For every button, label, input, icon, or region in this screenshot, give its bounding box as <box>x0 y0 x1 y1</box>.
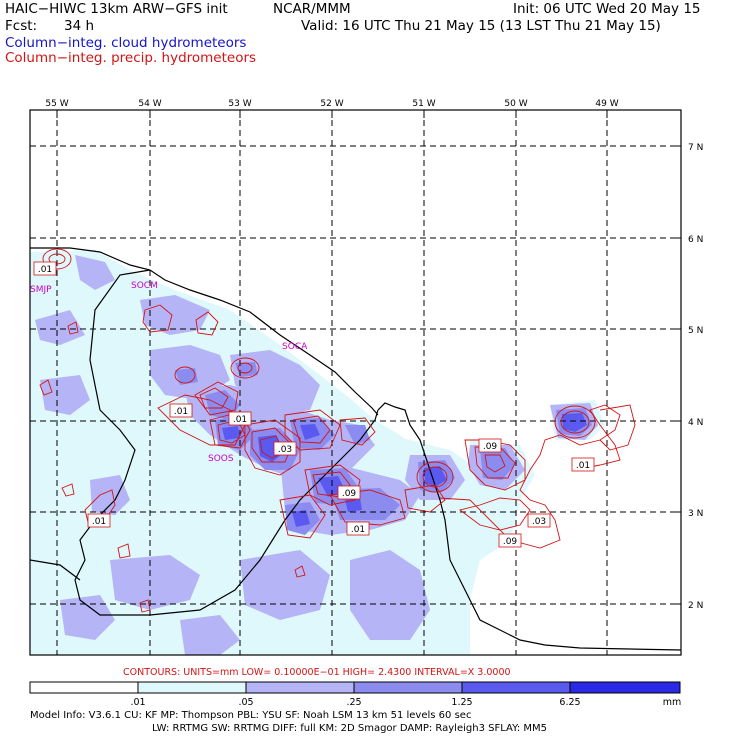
precip-contours <box>39 248 636 613</box>
contour-label: .03 <box>527 513 551 528</box>
model-info-line2: LW: RRTMG SW: RRTMG DIFF: full KM: 2D Sm… <box>152 723 548 734</box>
contour-label: .01 <box>169 403 193 418</box>
lon-label: 51 W <box>412 99 435 109</box>
svg-text:.09: .09 <box>483 442 498 452</box>
svg-text:.01: .01 <box>233 415 247 425</box>
lon-label: 53 W <box>228 99 251 109</box>
lon-label: 49 W <box>595 99 618 109</box>
organization: NCAR/MMM <box>273 1 351 17</box>
colorbar-tick-label: 1.25 <box>451 697 472 708</box>
contour-label: .09 <box>478 438 502 453</box>
shaded-field <box>30 250 605 655</box>
forecast-hour: 34 h <box>64 18 95 34</box>
lat-labels: 7 N 6 N 5 N 4 N 3 N 2 N <box>688 143 703 611</box>
coastlines <box>30 247 681 651</box>
svg-text:.01: .01 <box>351 525 365 535</box>
contour-label: .03 <box>273 441 297 456</box>
lat-label: 7 N <box>688 143 703 153</box>
field-precip-legend: Column−integ. precip. hydrometeors <box>5 50 257 66</box>
station-soca: SOCA <box>282 342 308 352</box>
model-info-line1: Model Info: V3.6.1 CU: KF MP: Thompson P… <box>30 710 472 721</box>
lon-label: 55 W <box>45 99 68 109</box>
field-cloud-legend: Column−integ. cloud hydrometeors <box>5 35 247 51</box>
axis-ticks <box>56 110 681 605</box>
lon-labels: 55 W 54 W 53 W 52 W 51 W 50 W 49 W <box>45 99 618 109</box>
svg-text:.01: .01 <box>38 265 52 275</box>
svg-text:.09: .09 <box>342 489 357 499</box>
colorbar-tick-label: .25 <box>346 697 361 708</box>
latlon-grid <box>30 110 681 655</box>
svg-text:.01: .01 <box>174 407 188 417</box>
contour-label: .01 <box>228 411 252 426</box>
lat-label: 3 N <box>688 509 703 519</box>
contour-label: .01 <box>87 513 111 528</box>
contour-label: .01 <box>33 261 57 276</box>
model-title: HAIC−HIWC 13km ARW−GFS init <box>5 1 228 17</box>
svg-text:.01: .01 <box>92 517 106 527</box>
contour-info: CONTOURS: UNITS=mm LOW= 0.10000E−01 HIGH… <box>123 667 511 678</box>
svg-text:.09: .09 <box>503 537 518 547</box>
lon-label: 54 W <box>138 99 161 109</box>
contour-label: .01 <box>571 457 595 472</box>
lat-label: 5 N <box>688 326 703 336</box>
colorbar-tick-label: .01 <box>130 697 145 708</box>
svg-text:.03: .03 <box>278 445 292 455</box>
map-frame <box>29 109 682 656</box>
valid-time: Valid: 16 UTC Thu 21 May 15 (13 LST Thu … <box>301 18 661 34</box>
colorbar-units: mm <box>663 697 682 708</box>
init-time: Init: 06 UTC Wed 20 May 15 <box>513 1 701 17</box>
lat-label: 4 N <box>688 418 703 428</box>
lon-label: 52 W <box>320 99 343 109</box>
colorbar: .01 .05 .25 1.25 6.25 mm <box>29 681 682 708</box>
lat-label: 2 N <box>688 601 703 611</box>
svg-text:.01: .01 <box>576 461 590 471</box>
station-smjp: SMJP <box>30 285 52 295</box>
station-socm: SOCM <box>131 281 158 291</box>
contour-label: .09 <box>498 533 522 548</box>
contour-label: .09 <box>337 485 361 500</box>
svg-text:.03: .03 <box>532 517 546 527</box>
station-soos: SOOS <box>208 454 234 464</box>
forecast-label: Fcst: <box>5 18 38 34</box>
station-labels: SMJP SOCM SOCA SOOS <box>30 281 308 464</box>
contour-labels: .01 .01 .01 .03 .09 .01 .01 .09 .03 .09 … <box>33 261 595 548</box>
lat-label: 6 N <box>688 235 703 245</box>
lon-label: 50 W <box>504 99 527 109</box>
contour-label: .01 <box>346 521 370 536</box>
colorbar-tick-label: 6.25 <box>559 697 580 708</box>
colorbar-tick-label: .05 <box>238 697 253 708</box>
